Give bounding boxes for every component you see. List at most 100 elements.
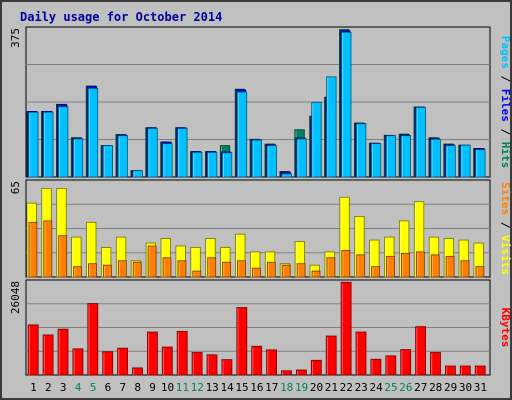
bar-sites-day-6 [103,264,112,278]
bar-pages-day-22 [341,31,352,178]
side-legend-part: Files [499,89,512,122]
bar-pages-day-15 [236,91,248,178]
x-tick-label-day-3: 3 [60,381,67,394]
bar-pages-day-17 [266,145,277,178]
bar-kbytes-day-25 [385,355,397,376]
bar-sites-day-30 [460,260,470,278]
bar-pages-day-3 [58,106,69,178]
bar-kbytes-day-21 [325,335,337,376]
x-tick-label-day-24: 24 [369,381,383,394]
bar-sites-day-17 [266,261,276,278]
bar-kbytes-day-4 [72,348,84,376]
bar-sites-day-18 [281,264,291,278]
bar-kbytes-day-9 [146,331,158,376]
x-tick-label-day-22: 22 [340,381,353,394]
ymax-label-hits-files-pages: 375 [9,28,22,48]
bar-kbytes-day-30 [459,365,471,376]
bar-sites-day-16 [251,267,261,278]
bar-pages-day-14 [221,152,233,178]
bar-sites-day-14 [222,261,232,278]
x-tick-label-day-1: 1 [30,381,37,394]
bar-kbytes-day-14 [221,359,233,376]
bar-kbytes-day-16 [251,345,263,376]
x-tick-label-day-5: 5 [90,381,97,394]
bar-sites-day-8 [132,261,142,278]
bar-pages-day-26 [400,135,412,178]
x-tick-label-day-20: 20 [310,381,323,394]
bar-kbytes-day-19 [295,369,307,376]
side-legend-part: Visits [499,235,512,275]
bar-sites-day-4 [73,266,82,278]
x-tick-label-day-17: 17 [265,381,278,394]
bar-pages-day-31 [475,149,486,178]
bar-kbytes-day-27 [415,326,427,376]
bar-sites-day-12 [192,270,202,278]
bar-pages-day-7 [117,135,128,178]
side-legend-part: Sites [499,182,512,215]
bar-pages-day-24 [370,143,382,178]
bar-pages-day-30 [460,144,471,178]
x-tick-label-day-21: 21 [325,381,338,394]
bar-kbytes-day-7 [117,347,128,376]
bar-kbytes-day-6 [102,351,114,376]
bar-kbytes-day-23 [355,331,367,376]
bar-pages-day-8 [132,170,143,178]
side-legend-part: / [499,215,512,235]
bar-kbytes-day-17 [266,349,278,376]
bar-pages-day-25 [385,135,397,178]
side-legend-part: KBytes [499,308,512,348]
bar-kbytes-day-13 [206,354,218,376]
bar-pages-day-9 [147,128,158,178]
bar-sites-day-28 [430,254,440,278]
x-tick-label-day-6: 6 [105,381,112,394]
bar-sites-day-26 [400,252,410,278]
bar-kbytes-day-31 [474,365,486,376]
side-legend-part: Pages [499,36,512,69]
bar-sites-day-9 [147,245,157,278]
bar-pages-day-12 [192,151,203,178]
bar-pages-day-2 [43,111,54,178]
bar-pages-day-11 [177,128,188,178]
bar-kbytes-day-20 [310,359,322,376]
bar-kbytes-day-8 [132,367,143,376]
x-tick-label-day-10: 10 [161,381,174,394]
x-tick-label-day-7: 7 [119,381,126,394]
x-tick-label-day-16: 16 [250,381,263,394]
bar-kbytes-day-1 [27,324,39,376]
side-legend-bottom: KBytes [499,308,512,348]
bar-pages-day-19 [296,138,307,178]
bar-pages-day-1 [28,111,39,178]
side-legend-top: Pages / Files / Hits [499,36,512,169]
bar-sites-day-7 [117,260,127,278]
side-legend-part: / [499,69,512,89]
side-legend-part: Hits [499,142,512,169]
x-tick-label-day-30: 30 [459,381,472,394]
bar-pages-day-27 [415,107,426,178]
bar-sites-day-29 [445,255,455,278]
bar-kbytes-day-5 [87,303,99,376]
chart-title: Daily usage for October 2014 [20,10,223,24]
x-tick-label-day-11: 11 [176,381,189,394]
bar-sites-day-27 [415,251,425,278]
bar-kbytes-day-11 [176,330,188,376]
bar-sites-day-19 [296,263,306,278]
side-legend-part: / [499,122,512,142]
bar-kbytes-day-28 [430,352,441,376]
bar-pages-day-5 [87,87,99,178]
bar-pages-day-10 [162,143,173,178]
x-tick-label-day-28: 28 [429,381,442,394]
bar-pages-day-18 [281,173,292,178]
bar-kbytes-day-12 [191,352,203,376]
x-tick-label-day-18: 18 [280,381,293,394]
bar-sites-day-20 [311,270,321,278]
side-legend-middle: Sites / Visits [499,182,512,275]
bar-sites-day-13 [207,257,217,278]
bar-kbytes-day-15 [236,307,248,376]
x-tick-label-day-8: 8 [134,381,141,394]
x-tick-label-day-23: 23 [355,381,368,394]
x-tick-label-day-26: 26 [399,381,412,394]
bar-kbytes-day-3 [57,328,69,376]
bar-pages-day-16 [251,139,263,178]
x-tick-label-day-27: 27 [414,381,427,394]
